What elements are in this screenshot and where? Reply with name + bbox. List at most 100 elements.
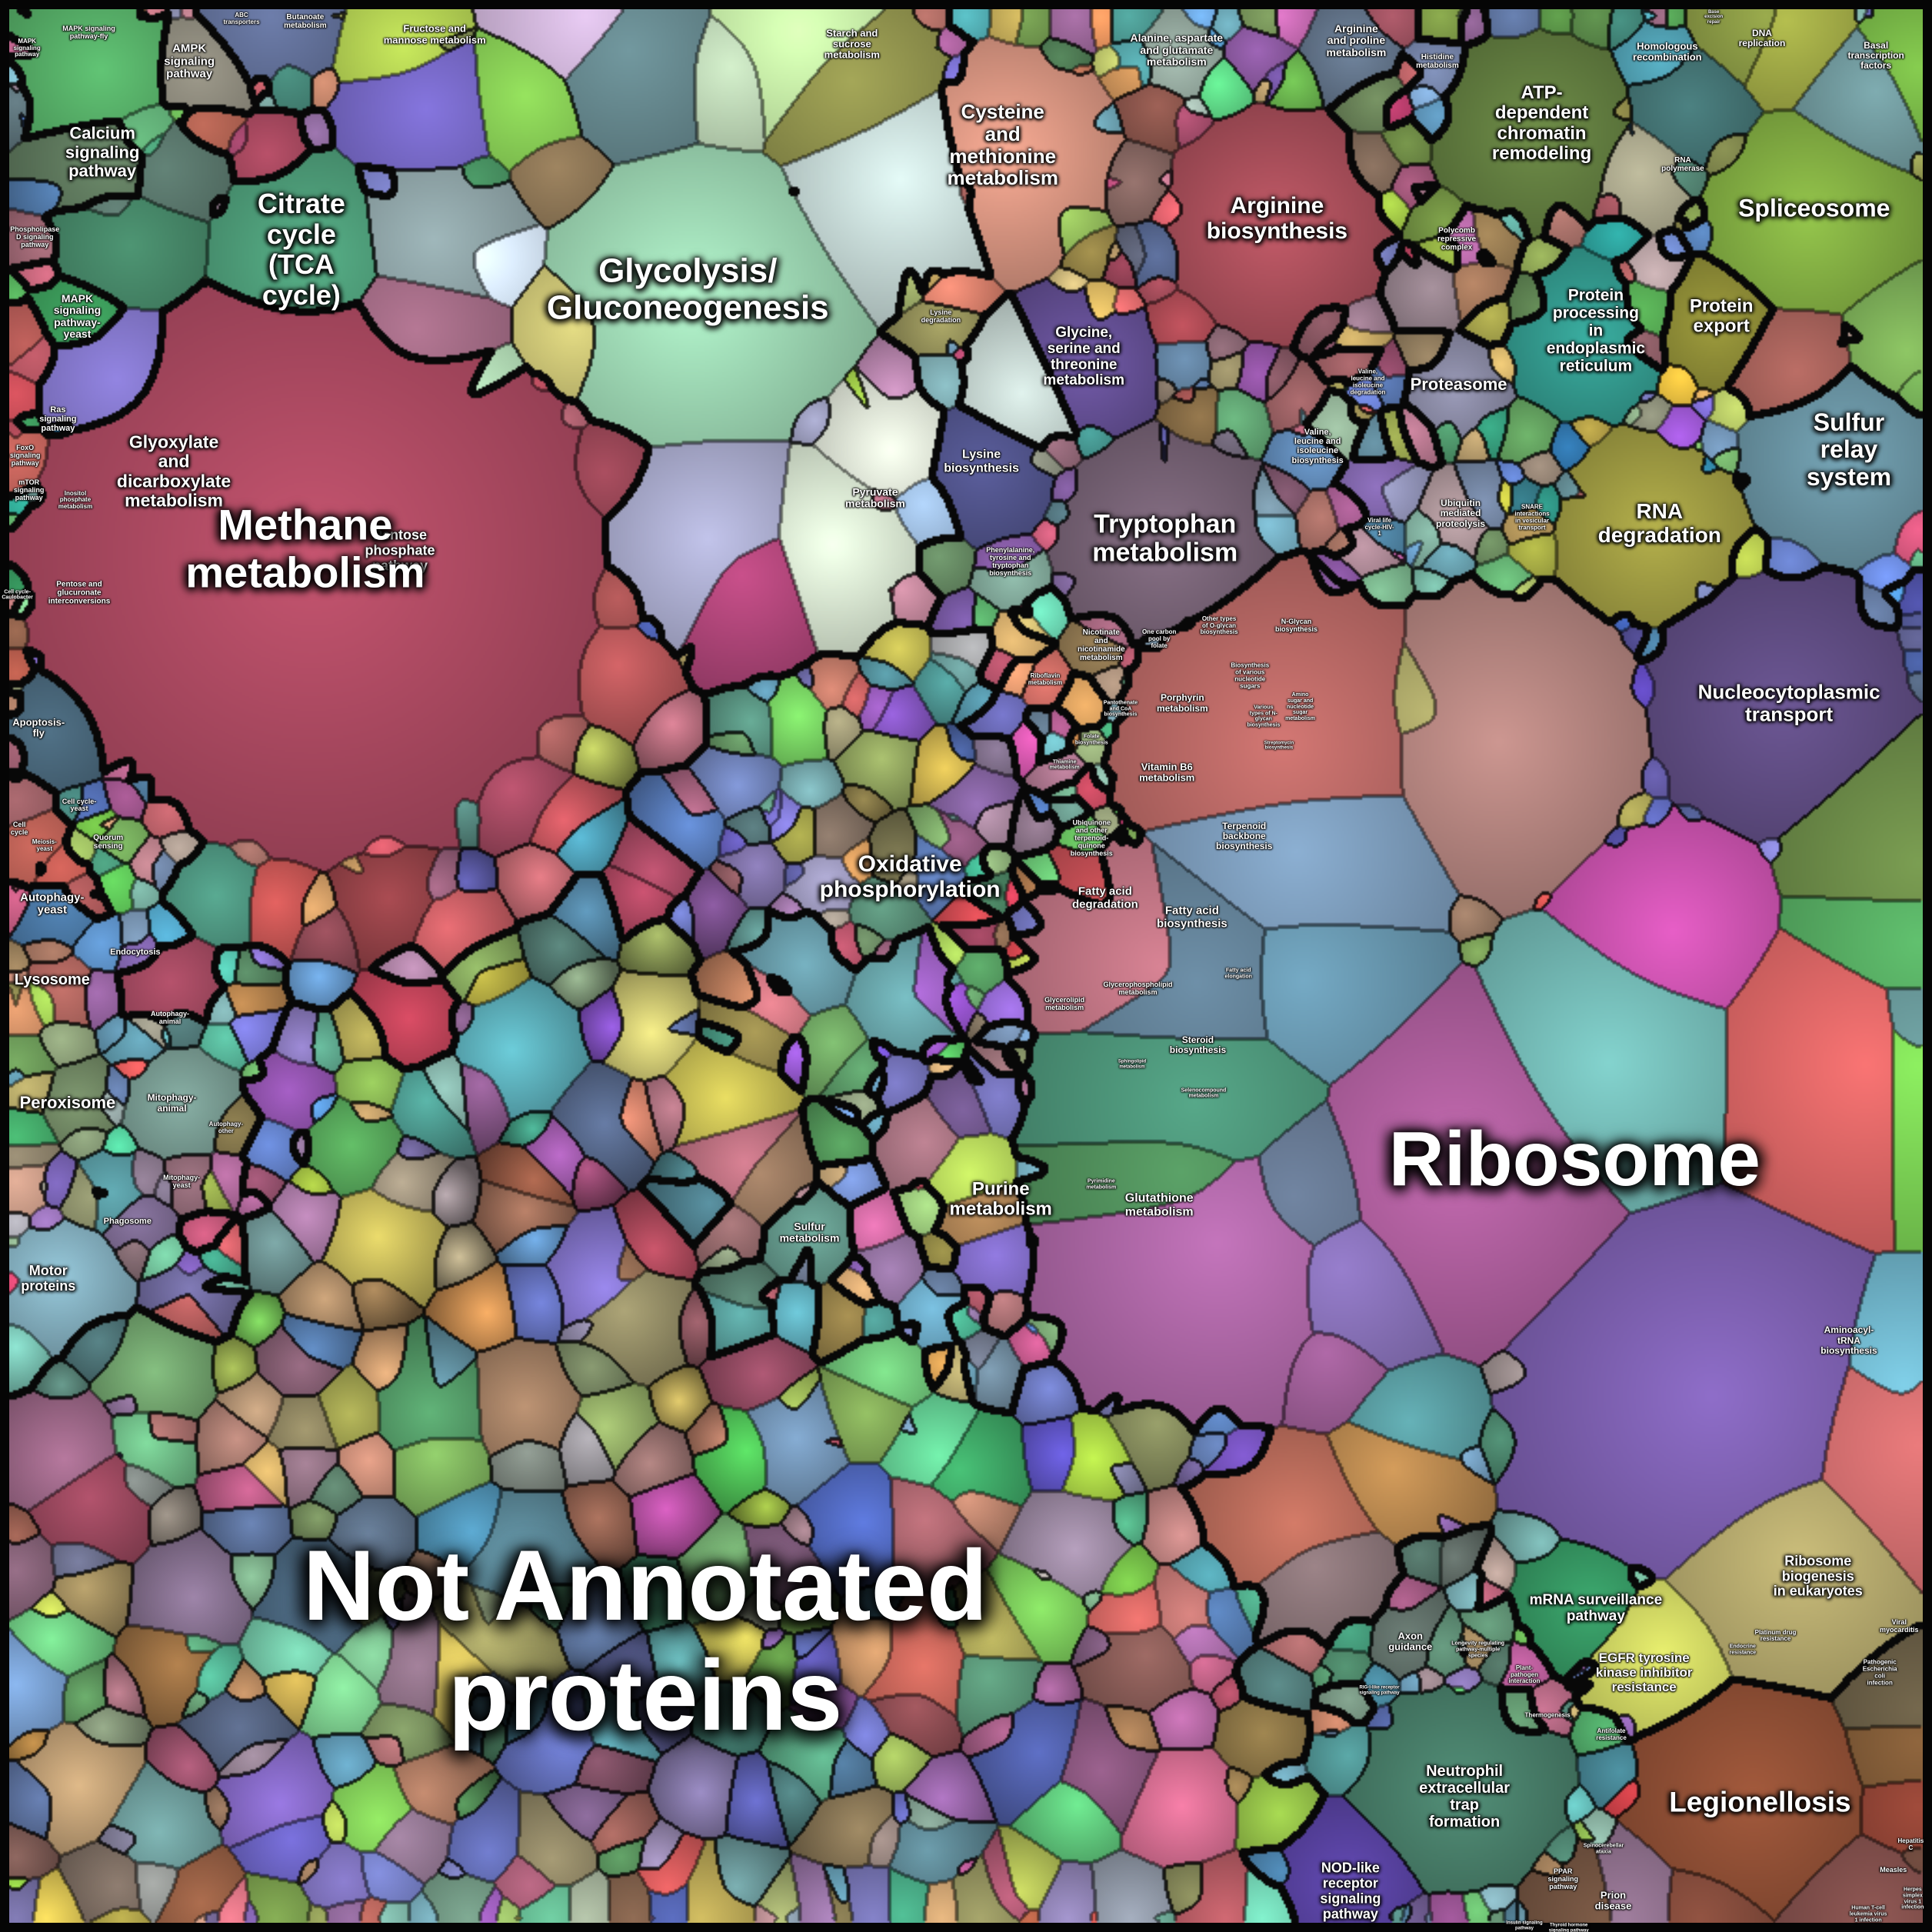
cell-label[interactable]: Nicotinate and nicotinamide metabolism xyxy=(1077,628,1125,662)
cell-label[interactable]: Nucleocytoplasmic transport xyxy=(1697,680,1880,726)
cell-label[interactable]: Proteasome xyxy=(1410,374,1507,394)
cell-label[interactable]: Viral life cycle-HIV- 1 xyxy=(1364,516,1394,538)
cell-label[interactable]: Lysine degradation xyxy=(921,308,961,324)
cell-label[interactable]: Homologous recombination xyxy=(1633,40,1702,63)
cell-label[interactable]: Spinocerebellar ataxia xyxy=(1583,1843,1624,1854)
cell-label[interactable]: Viral myocarditis xyxy=(1880,1618,1919,1634)
cell-label[interactable]: Plant- pathogen interaction xyxy=(1508,1664,1541,1685)
cell-label[interactable]: Pyruvate metabolism xyxy=(845,485,905,511)
cell-label[interactable]: Terpenoid backbone biosynthesis xyxy=(1216,820,1273,852)
cell-label[interactable]: Peroxisome xyxy=(19,1093,116,1113)
cell-label[interactable]: Sulfur relay system xyxy=(1806,408,1892,491)
cell-label[interactable]: Sphingolipid metabolism xyxy=(1118,1059,1147,1070)
cell-label[interactable]: Ras signaling pathway xyxy=(39,405,77,434)
cell-label[interactable]: Cell cycle- yeast xyxy=(62,797,97,813)
cell-label[interactable]: Fatty acid degradation xyxy=(1071,884,1138,911)
cell-label[interactable]: Insulin signaling pathway xyxy=(1506,1920,1543,1931)
cell-label[interactable]: Amino sugar and nucleotide sugar metabol… xyxy=(1285,692,1316,721)
cell-label[interactable]: Motor proteins xyxy=(21,1263,76,1294)
cell-label[interactable]: Human T-cell leukemia virus 1 infection xyxy=(1849,1905,1887,1924)
cell-label[interactable]: Not Annotated proteins xyxy=(302,1528,988,1751)
cell-label[interactable]: ABC transporters xyxy=(223,12,260,26)
cell-label[interactable]: Glyoxylate and dicarboxylate metabolism xyxy=(116,431,232,511)
cell-label[interactable]: Meiosis- yeast xyxy=(32,838,57,853)
cell-label[interactable]: N-Glycan biosynthesis xyxy=(1275,617,1318,633)
cell-label[interactable]: Cell cycle xyxy=(10,820,28,836)
cell-label[interactable]: Thiamine metabolism xyxy=(1049,759,1080,771)
cell-label[interactable]: mRNA surveillance pathway xyxy=(1529,1592,1663,1625)
cell-label[interactable]: Fatty acid biosynthesis xyxy=(1157,904,1227,931)
cell-label[interactable]: Autophagy- other xyxy=(208,1121,244,1134)
cell-label[interactable]: MAPK signaling pathway- yeast xyxy=(53,292,102,341)
cell-label[interactable]: Axon guidance xyxy=(1388,1630,1433,1654)
cell-label[interactable]: Thermogenesis xyxy=(1524,1711,1571,1719)
cell-label[interactable]: Autophagy- yeast xyxy=(20,891,85,917)
cell-label[interactable]: Histidine metabolism xyxy=(1416,53,1459,71)
cell-label[interactable]: Riboflavin metabolism xyxy=(1028,672,1063,687)
cell-label[interactable]: Pentose and glucuronate interconversions xyxy=(48,580,111,606)
cell-label[interactable]: Starch and sucrose metabolism xyxy=(824,27,880,61)
cell-label[interactable]: AMPK signaling pathway xyxy=(164,42,215,81)
cell-label[interactable]: Biosynthesis of various nucleotide sugar… xyxy=(1231,661,1270,689)
cell-label[interactable]: Arginine and proline metabolism xyxy=(1326,22,1387,58)
cell-label[interactable]: Apoptosis- fly xyxy=(12,716,65,740)
cell-label[interactable]: Various types of N- glycan biosynthesis xyxy=(1247,705,1281,728)
cell-label[interactable]: Alanine, aspartate and glutamate metabol… xyxy=(1130,32,1224,68)
cell-label[interactable]: NOD-like receptor signaling pathway xyxy=(1320,1860,1381,1922)
cell-label[interactable]: SNARE interactions in vesicular transpor… xyxy=(1514,503,1550,531)
cell-label[interactable]: Neutrophil extracellular trap formation xyxy=(1419,1763,1511,1831)
cell-label[interactable]: One carbon pool by folate xyxy=(1141,628,1177,649)
cell-label[interactable]: Fatty acid elongation xyxy=(1224,968,1252,980)
cell-label[interactable]: Cysteine and methionine metabolism xyxy=(947,100,1058,189)
cell-label[interactable]: ATP- dependent chromatin remodeling xyxy=(1491,82,1592,165)
cell-label[interactable]: Basal transcription factors xyxy=(1847,40,1904,72)
cell-label[interactable]: Phenylalanine, tyrosine and tryptophan b… xyxy=(986,546,1035,577)
cell-label[interactable]: Mitophagy- animal xyxy=(147,1092,197,1114)
cell-label[interactable]: Spliceosome xyxy=(1738,194,1890,222)
cell-label[interactable]: MAPK signaling pathway xyxy=(13,37,41,58)
cell-label[interactable]: Platinum drug resistance xyxy=(1754,1628,1797,1643)
cell-label[interactable]: Selenocompound metabolism xyxy=(1181,1088,1227,1099)
cell-label[interactable]: Endocytosis xyxy=(110,948,161,958)
cell-label[interactable]: DNA replication xyxy=(1738,28,1786,49)
cell-label[interactable]: Base excision repair xyxy=(1704,9,1724,25)
cell-label[interactable]: Other types of O-glycan biosynthesis xyxy=(1200,615,1238,636)
cell-label[interactable]: Longevity regulating pathway-multiple sp… xyxy=(1451,1641,1505,1659)
cell-label[interactable]: RNA degradation xyxy=(1597,498,1721,547)
cell-label[interactable]: Glutathione metabolism xyxy=(1124,1191,1194,1219)
cell-label[interactable]: EGFR tyrosine kinase inhibitor resistanc… xyxy=(1595,1651,1693,1694)
cell-label[interactable]: RNA polymerase xyxy=(1661,155,1704,173)
cell-label[interactable]: Antifolate resistance xyxy=(1596,1727,1627,1741)
cell-label[interactable]: Aminoacyl- tRNA biosynthesis xyxy=(1820,1324,1877,1356)
cell-label[interactable]: Oxidative phosphorylation xyxy=(819,851,1001,903)
cell-label[interactable]: Thyroid hormone signaling pathway xyxy=(1548,1923,1589,1932)
cell-label[interactable]: Protein processing in endoplasmic reticu… xyxy=(1546,285,1646,375)
cell-label[interactable]: Pantothenate and CoA biosynthesis xyxy=(1103,700,1138,718)
cell-label[interactable]: Citrate cycle (TCA cycle) xyxy=(257,187,345,311)
cell-label[interactable]: Methane metabolism xyxy=(185,500,425,597)
cell-label[interactable]: Calcium signaling pathway xyxy=(65,124,140,181)
cell-label[interactable]: PPAR signaling pathway xyxy=(1547,1867,1578,1891)
cell-label[interactable]: Measles xyxy=(1880,1865,1907,1874)
cell-label[interactable]: Glycerophospholipid metabolism xyxy=(1103,981,1173,997)
cell-label[interactable]: RIG-I-like receptor signaling pathway xyxy=(1359,1685,1400,1695)
cell-label[interactable]: MAPK signaling pathway-fly xyxy=(62,24,115,40)
cell-label[interactable]: Fructose and mannose metabolism xyxy=(383,22,486,46)
cell-label[interactable]: Porphyrin metabolism xyxy=(1157,692,1208,714)
cell-label[interactable]: Arginine biosynthesis xyxy=(1206,192,1348,244)
cell-label[interactable]: Autophagy- animal xyxy=(151,1009,190,1025)
cell-label[interactable]: mTOR signaling pathway xyxy=(13,478,45,501)
cell-label[interactable]: Ubiquinone and other terpenoid- quinone … xyxy=(1070,818,1113,858)
cell-label[interactable]: Glycolysis/ Gluconeogenesis xyxy=(546,251,829,327)
cell-label[interactable]: Streptomycin biosynthesis xyxy=(1264,741,1294,751)
cell-label[interactable]: Lysine biosynthesis xyxy=(944,448,1019,475)
cell-label[interactable]: Protein export xyxy=(1689,295,1754,337)
cell-label[interactable]: Purine metabolism xyxy=(949,1178,1052,1220)
cell-label[interactable]: Ribosome xyxy=(1388,1116,1760,1203)
cell-label[interactable]: Butanoate metabolism xyxy=(284,12,327,30)
cell-label[interactable]: Prion disease xyxy=(1594,1889,1632,1912)
cell-label[interactable]: Valine, leucine and isoleucine degradati… xyxy=(1350,368,1386,396)
cell-label[interactable]: Glycine, serine and threonine metabolism xyxy=(1043,324,1125,389)
cell-label[interactable]: Cell cycle- Caulobacter xyxy=(2,589,33,601)
cell-label[interactable]: Pathogenic Escherichia coli infection xyxy=(1862,1658,1897,1687)
